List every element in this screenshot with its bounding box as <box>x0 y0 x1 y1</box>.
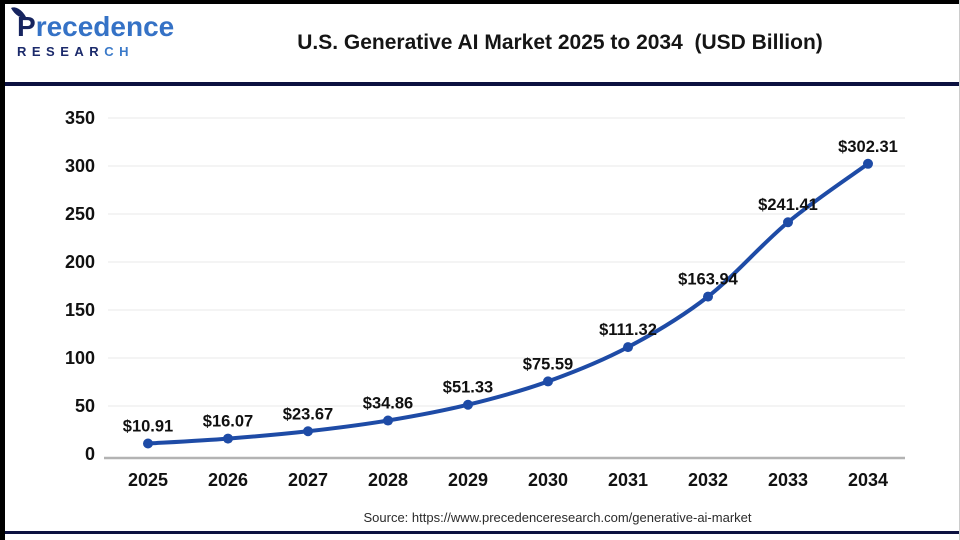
logo-letter-p: P <box>11 3 36 42</box>
x-axis-label: 2032 <box>688 470 728 490</box>
x-axis-label: 2034 <box>848 470 888 490</box>
logo-wordmark-rest: recedence <box>35 11 175 42</box>
header: Precedence RESEARCH U.S. Generative AI M… <box>5 3 960 82</box>
x-axis-label: 2025 <box>128 470 168 490</box>
x-axis-label: 2031 <box>608 470 648 490</box>
precedence-research-logo: Precedence RESEARCH <box>11 3 197 59</box>
data-point <box>703 291 713 302</box>
header-divider <box>0 82 960 86</box>
page-title: U.S. Generative AI Market 2025 to 2034 (… <box>297 31 823 54</box>
chart-svg: 0 50 100 150 200 250 300 350 2025 2026 2027 2028 202… <box>65 108 905 490</box>
data-point-label: $34.86 <box>363 395 413 413</box>
data-point-label: $51.33 <box>443 379 493 397</box>
data-point <box>543 376 553 387</box>
x-axis-label: 2026 <box>208 470 248 490</box>
logo-subtitle: RESEARCH <box>17 44 197 59</box>
data-point <box>303 426 313 437</box>
data-point <box>143 438 153 449</box>
x-axis-label: 2027 <box>288 470 328 490</box>
data-point-label: $23.67 <box>283 405 333 423</box>
window-left-edge <box>0 0 5 540</box>
data-point-label: $163.94 <box>678 271 738 289</box>
data-point <box>463 399 473 410</box>
logo-subtitle-main: RESEAR <box>17 44 105 59</box>
y-tick-label: 50 <box>75 396 95 416</box>
y-tick-label: 100 <box>65 348 95 368</box>
y-tick-label: 250 <box>65 204 95 224</box>
logo-wordmark: Precedence <box>11 3 197 42</box>
x-axis-label: 2029 <box>448 470 488 490</box>
y-tick-label: 0 <box>85 444 95 464</box>
x-axis-label: 2033 <box>768 470 808 490</box>
data-point <box>383 415 393 426</box>
x-axis-label: 2028 <box>368 470 408 490</box>
data-point-label: $75.59 <box>523 355 573 373</box>
data-point-label: $10.91 <box>123 418 173 436</box>
y-tick-label: 350 <box>65 108 95 128</box>
y-tick-label: 150 <box>65 300 95 320</box>
window-top-edge <box>0 0 960 4</box>
logo-subtitle-accent: CH <box>104 44 134 59</box>
data-point-label: $241.41 <box>758 196 818 214</box>
x-axis-label: 2030 <box>528 470 568 490</box>
data-point <box>223 433 233 444</box>
data-point <box>863 158 873 169</box>
data-point-label: $16.07 <box>203 413 253 431</box>
source-text: Source: https://www.precedenceresearch.c… <box>363 509 752 525</box>
data-point <box>623 342 633 353</box>
chart-area: 0 50 100 150 200 250 300 350 2025 2026 2027 2028 202… <box>0 86 960 531</box>
data-point <box>783 217 793 228</box>
y-tick-label: 200 <box>65 252 95 272</box>
data-point-label: $302.31 <box>838 138 898 156</box>
y-tick-label: 300 <box>65 156 95 176</box>
trend-line <box>146 161 870 446</box>
data-point-label: $111.32 <box>599 321 657 339</box>
bottom-bar <box>0 531 960 534</box>
